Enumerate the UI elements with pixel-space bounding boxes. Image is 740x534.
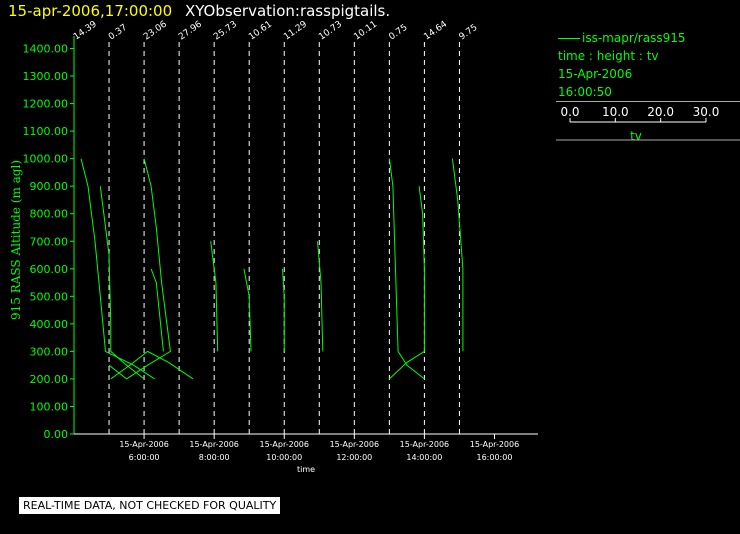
legend-series: iss-mapr/rass915 [556,29,740,47]
rass-trace [451,158,464,352]
x-tick-time-label: 6:00:00 [129,453,160,462]
y-tick-label: 600.00 [30,263,69,276]
x-tick-time-label: 12:00:00 [336,453,372,462]
y-tick-label: 700.00 [30,235,69,248]
legend-panel: iss-mapr/rass915 time : height : tv 15-A… [556,29,740,102]
rass-trace [388,158,425,380]
y-tick-label: 1100.00 [23,125,69,138]
rass-trace [243,268,252,352]
rass-trace [317,241,324,352]
x-tick-time-label: 8:00:00 [199,453,230,462]
x-tick-date-label: 15-Apr-2006 [260,440,309,449]
y-tick-label: 1300.00 [23,70,69,83]
quality-warning: REAL-TIME DATA, NOT CHECKED FOR QUALITY [18,496,282,515]
y-tick-label: 300.00 [30,345,69,358]
rass-trace [418,186,425,352]
profile-value-label: 0.75 [387,23,409,43]
y-axis-label: 915 RASS Altitude (m agl) [9,160,23,320]
rass-trace [108,158,171,380]
chart-header: 15-apr-2006,17:00:00 XYObservation:rassp… [8,2,390,20]
y-tick-label: 100.00 [30,400,69,413]
x-tick-date-label: 15-Apr-2006 [119,440,168,449]
rass-trace [110,350,194,380]
rass-trace [389,350,425,380]
legend-series-label: iss-mapr/rass915 [582,31,686,45]
y-tick-label: 1000.00 [23,153,69,166]
y-tick-label: 1200.00 [23,98,69,111]
legend-date: 15-Apr-2006 [558,67,633,81]
y-tick-label: 1400.00 [23,43,69,56]
profile-value-label: 10.73 [317,19,344,42]
y-tick-label: 200.00 [30,373,69,386]
rass-trace [210,241,219,352]
rass-trace [99,186,145,380]
profile-value-label: 27.96 [177,19,204,42]
profile-value-label: 0.37 [107,23,129,43]
y-tick-label: 400.00 [30,318,69,331]
observation-title: XYObservation:rasspigtails. [184,2,391,20]
y-tick-label: 0.00 [44,428,69,441]
profile-value-label: 14.64 [422,19,449,42]
profile-value-label: 11.29 [282,19,309,42]
profile-value-label: 14.39 [72,19,99,42]
x-tick-time-label: 10:00:00 [266,453,302,462]
profile-value-label: 10.61 [247,19,274,42]
y-tick-label: 900.00 [30,180,69,193]
x-tick-date-label: 15-Apr-2006 [189,440,238,449]
rass-trace [282,268,285,352]
x-tick-date-label: 15-Apr-2006 [330,440,379,449]
x-tick-date-label: 15-Apr-2006 [400,440,449,449]
x-axis-label: time [297,465,315,474]
y-tick-label: 800.00 [30,208,69,221]
profile-value-label: 10.11 [352,19,379,42]
profile-value-label: 9.75 [457,23,479,43]
x-tick-time-label: 16:00:00 [477,453,513,462]
profile-value-label: 25.73 [212,19,239,42]
y-tick-label: 500.00 [30,290,69,303]
legend-time: 16:00:50 [558,85,612,99]
x-tick-time-label: 14:00:00 [406,453,442,462]
series-swatch [558,38,580,39]
profile-value-label: 23.06 [142,19,169,42]
rass-trace [80,158,155,380]
rass-trace [150,268,164,352]
observation-timestamp: 15-apr-2006,17:00:00 [8,2,173,20]
legend-divider-top [556,101,740,102]
x-tick-date-label: 15-Apr-2006 [470,440,519,449]
legend-fields: time : height : tv [558,49,659,63]
